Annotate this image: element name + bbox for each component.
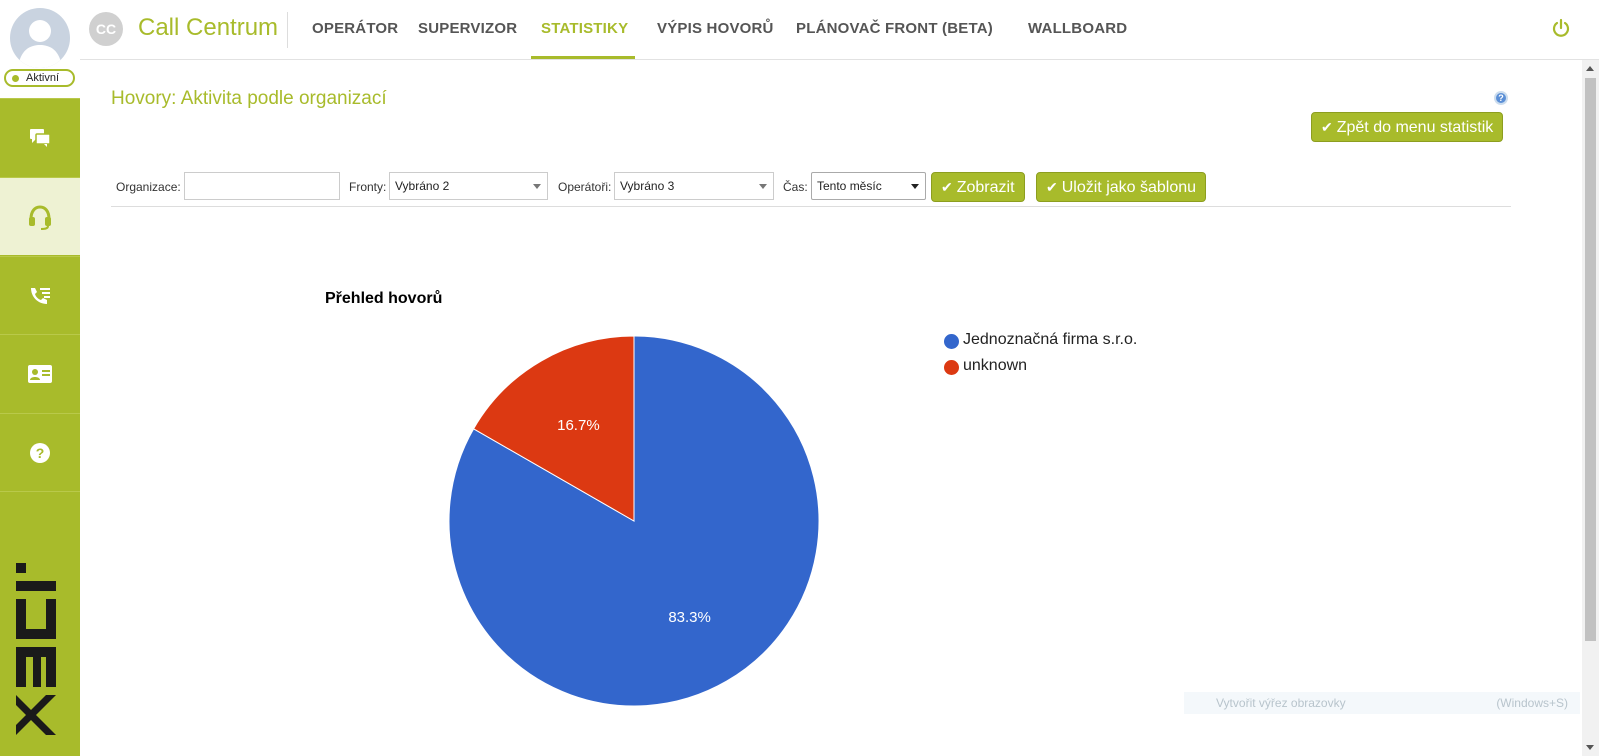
sidebar-item-operator[interactable] [0,177,80,255]
legend-label: Jednoznačná firma s.r.o. [963,331,1138,348]
call-list-icon [31,287,50,304]
scroll-down-icon[interactable] [1586,745,1594,750]
back-button-label: Zpět do menu statistik [1336,119,1494,136]
time-value: Tento měsíc [817,179,882,193]
active-tab-indicator [531,56,635,59]
page-title: Hovory: Aktivita podle organizací [111,88,387,109]
ipex-logo-icon [16,563,56,735]
organization-input[interactable] [184,172,340,200]
pie-slice-label: 83.3% [668,609,711,626]
app-title: Call Centrum [138,14,279,41]
show-button-label: Zobrazit [956,179,1015,196]
screenshot-tooltip: Vytvořit výřez obrazovky (Windows+S) [1184,692,1580,714]
top-navigation: CC Call Centrum OPERÁTOR SUPERVIZOR STAT… [80,0,1599,60]
back-to-statistics-button[interactable]: ✔ Zpět do menu statistik [1311,112,1504,142]
tab-operator[interactable]: OPERÁTOR [312,20,399,37]
sidebar-item-call-history[interactable] [0,256,80,334]
chat-icon [30,128,51,147]
sidebar-item-chat[interactable] [0,98,80,176]
check-icon: ✔ [1321,119,1333,135]
title-divider [287,12,288,48]
save-template-button[interactable]: ✔ Uložit jako šablonu [1036,172,1207,202]
svg-text:?: ? [36,445,45,461]
vertical-scrollbar[interactable] [1582,60,1599,756]
logout-button[interactable] [1551,18,1571,43]
tab-call-list[interactable]: VÝPIS HOVORŮ [657,20,774,37]
chevron-down-icon [759,184,767,189]
legend-swatch [944,334,959,349]
power-icon [1552,18,1570,37]
avatar[interactable] [10,8,70,68]
status-label: Aktivní [26,72,60,84]
tab-supervisor[interactable]: SUPERVIZOR [418,20,518,37]
tab-queue-planner[interactable]: PLÁNOVAČ FRONT (BETA) [796,20,993,37]
sidebar-item-contacts[interactable] [0,334,80,412]
legend-item[interactable]: unknown [944,357,1028,375]
tooltip-shortcut: (Windows+S) [1496,696,1568,710]
pie-slice[interactable] [472,335,635,522]
user-silhouette-icon [18,20,62,68]
organization-label: Organizace: [116,180,181,194]
chevron-down-icon [533,184,541,189]
help-icon: ? [30,442,50,463]
scrollbar-thumb[interactable] [1585,78,1596,641]
sidebar: Aktivní [0,0,80,756]
chevron-down-icon [911,184,919,189]
sidebar-divider [0,491,80,492]
brand-logo [10,560,70,740]
check-icon: ✔ [1046,179,1058,195]
scroll-up-icon[interactable] [1586,66,1594,71]
check-icon: ✔ [941,179,953,195]
status-badge[interactable]: Aktivní [4,69,75,87]
user-panel: Aktivní [0,0,80,98]
status-dot-icon [12,75,19,82]
sidebar-item-help[interactable]: ? [0,413,80,491]
legend-label: unknown [963,357,1028,374]
tab-statistics[interactable]: STATISTIKY [541,20,629,37]
tooltip-text: Vytvořit výřez obrazovky [1216,696,1346,710]
pie-slice-label: 16.7% [557,417,600,434]
operators-select[interactable]: Vybráno 3 [614,172,774,200]
operators-value: Vybráno 3 [620,179,675,193]
tab-wallboard[interactable]: WALLBOARD [1028,20,1128,37]
legend-swatch [944,360,959,375]
operators-label: Operátoři: [558,180,612,194]
legend-item[interactable]: Jednoznačná firma s.r.o. [944,331,1138,349]
time-label: Čas: [783,180,808,194]
contact-card-icon [28,364,52,383]
queues-label: Fronty: [349,180,387,194]
save-template-label: Uložit jako šablonu [1061,179,1197,196]
avatar-initials: CC [89,12,123,46]
show-button[interactable]: ✔ Zobrazit [931,172,1025,202]
headset-icon [29,204,51,230]
chart-title: Přehled hovorů [325,290,443,307]
help-icon[interactable]: ? [1494,91,1508,105]
filter-divider [111,206,1511,207]
queues-value: Vybráno 2 [395,179,450,193]
queues-select[interactable]: Vybráno 2 [389,172,548,200]
time-select[interactable]: Tento měsíc [811,172,926,200]
